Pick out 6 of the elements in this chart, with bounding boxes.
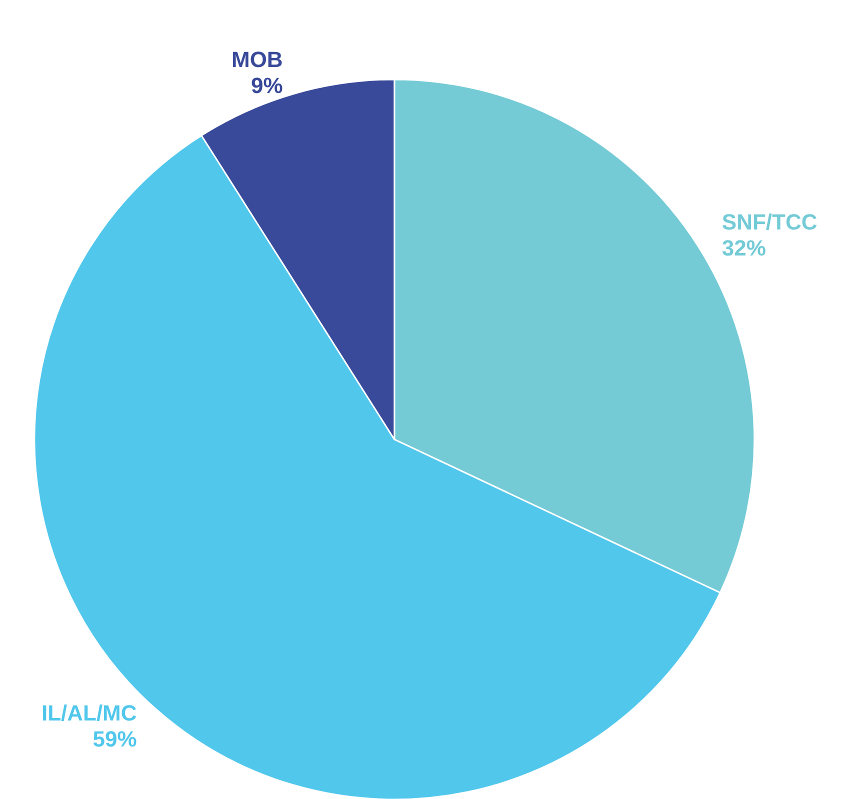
slice-label: IL/AL/MC [41, 700, 137, 726]
slice-label: SNF/TCC [722, 209, 818, 234]
data-label: 59% [92, 726, 137, 752]
data-label: 32% [722, 235, 766, 260]
slice-label: MOB [231, 47, 283, 72]
data-label: 9% [251, 73, 283, 98]
